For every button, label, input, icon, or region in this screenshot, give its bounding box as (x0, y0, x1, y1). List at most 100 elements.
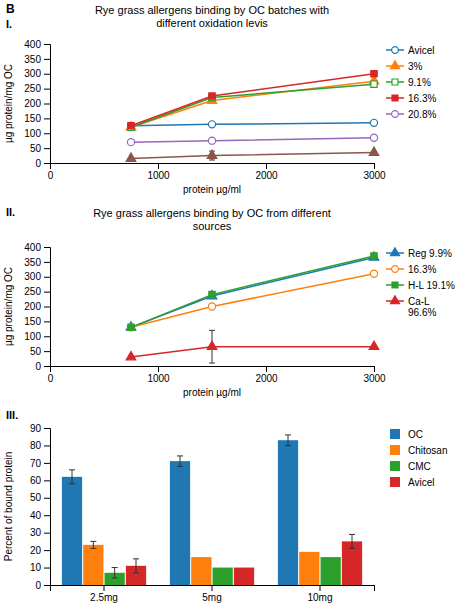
title-line: sources (193, 220, 232, 232)
y-tick-mark (44, 277, 50, 278)
y-axis-line (44, 248, 51, 367)
error-bar (112, 568, 118, 578)
legend-marker (392, 282, 398, 288)
point (209, 291, 215, 297)
y-tick: 20 (30, 545, 50, 556)
y-tick-label: 200 (24, 301, 41, 312)
legend-marker (390, 248, 399, 256)
legend-item: Ca-L96.6% (386, 296, 436, 319)
x-tick: 2.5mg (90, 585, 118, 603)
legend-label-line: H-L 19.1% (408, 280, 455, 291)
error-bar (349, 534, 355, 548)
y-tick: 50 (30, 492, 50, 503)
panel: III.0102030405060708090Percent of bound … (3, 409, 447, 603)
legend-label: 16.3% (408, 93, 436, 104)
legend-label: 20.8% (408, 109, 436, 120)
point (207, 341, 217, 349)
x-tick-mark (212, 585, 213, 591)
series-line (131, 347, 374, 357)
x-tick: 3000 (363, 163, 386, 181)
legend-label: Avicel (408, 45, 435, 56)
series-line (131, 138, 374, 142)
series-line (131, 74, 374, 126)
title-line: different oxidation levis (156, 17, 268, 29)
y-axis-title: Percent of bound protein (3, 452, 14, 562)
y-tick-mark (44, 498, 50, 499)
legend-swatch (390, 429, 400, 439)
x-tick-mark (50, 366, 51, 372)
legend-label-line: 3% (408, 61, 423, 72)
point (371, 81, 377, 87)
y-axis-title: µg protein/mg OC (3, 267, 14, 346)
y-tick-mark (44, 133, 50, 134)
y-tick-label: 250 (24, 83, 41, 94)
x-tick-label: 0 (48, 170, 54, 181)
figure: BI.Rye grass allergens binding by OC bat… (0, 0, 474, 609)
x-tick-label: 1000 (147, 170, 170, 181)
title-line: Rye grass allergens binding by OC batche… (95, 4, 329, 16)
point (126, 153, 136, 161)
bar (170, 461, 190, 585)
x-tick: 1000 (147, 163, 170, 181)
y-tick: 60 (30, 475, 50, 486)
point (369, 252, 379, 260)
legend: OCChitosanCMCAvicel (390, 429, 447, 488)
y-tick-label: 50 (30, 143, 42, 154)
y-axis: 050100150200250300350400 (24, 242, 50, 372)
bar (278, 440, 298, 585)
y-tick-mark (44, 247, 50, 248)
y-tick-label: 20 (30, 545, 42, 556)
x-tick: 2000 (255, 366, 278, 384)
x-tick-label: 3000 (363, 170, 386, 181)
legend-label-line: Avicel (408, 477, 435, 488)
legend-marker (392, 266, 399, 273)
point (127, 324, 134, 331)
panel: BI.Rye grass allergens binding by OC bat… (3, 2, 436, 195)
y-tick-label: 10 (30, 562, 42, 573)
point (126, 322, 136, 330)
y-tick-mark (44, 163, 50, 164)
y-tick-mark (44, 74, 50, 75)
y-axis: 050100150200250300350400 (24, 39, 50, 169)
x-tick: 10mg (307, 585, 332, 603)
legend-label: Reg 9.9% (408, 248, 452, 259)
x-tick-label: 2000 (255, 170, 278, 181)
bar (62, 477, 82, 585)
y-tick: 350 (24, 257, 50, 268)
y-tick: 50 (30, 346, 50, 357)
y-tick-label: 300 (24, 68, 41, 79)
y-tick: 10 (30, 562, 50, 573)
y-tick: 400 (24, 39, 50, 50)
legend-label-line: 9.1% (408, 77, 431, 88)
y-tick-mark (44, 336, 50, 337)
legend-marker (390, 61, 399, 69)
y-tick: 70 (30, 458, 50, 469)
legend-label-line: Chitosan (408, 445, 447, 456)
y-tick-label: 400 (24, 39, 41, 50)
bar (321, 557, 341, 585)
y-tick: 0 (35, 158, 50, 169)
x-tick-mark (266, 366, 267, 372)
y-tick: 150 (24, 113, 50, 124)
y-tick-mark (44, 463, 50, 464)
legend-label-line: 16.3% (408, 93, 436, 104)
plot-area (62, 435, 362, 585)
y-tick-label: 0 (35, 580, 41, 591)
title: Rye grass allergens binding by OC batche… (95, 4, 329, 29)
panel-label: II. (6, 206, 15, 218)
error-bar (177, 456, 183, 466)
legend-item: Chitosan (390, 445, 447, 456)
x-tick-label: 2.5mg (90, 592, 118, 603)
panel-label: III. (6, 409, 18, 421)
y-tick-label: 350 (24, 257, 41, 268)
y-tick-label: 400 (24, 242, 41, 253)
error-bar (90, 541, 96, 548)
y-tick: 200 (24, 301, 50, 312)
y-tick: 0 (35, 580, 50, 591)
legend-label: 16.3% (408, 264, 436, 275)
y-axis-line (44, 45, 51, 164)
y-tick-mark (44, 104, 50, 105)
legend-item: 20.8% (386, 109, 436, 120)
x-axis: 0 1000 2000 3000 (48, 163, 386, 181)
bar (191, 557, 211, 585)
